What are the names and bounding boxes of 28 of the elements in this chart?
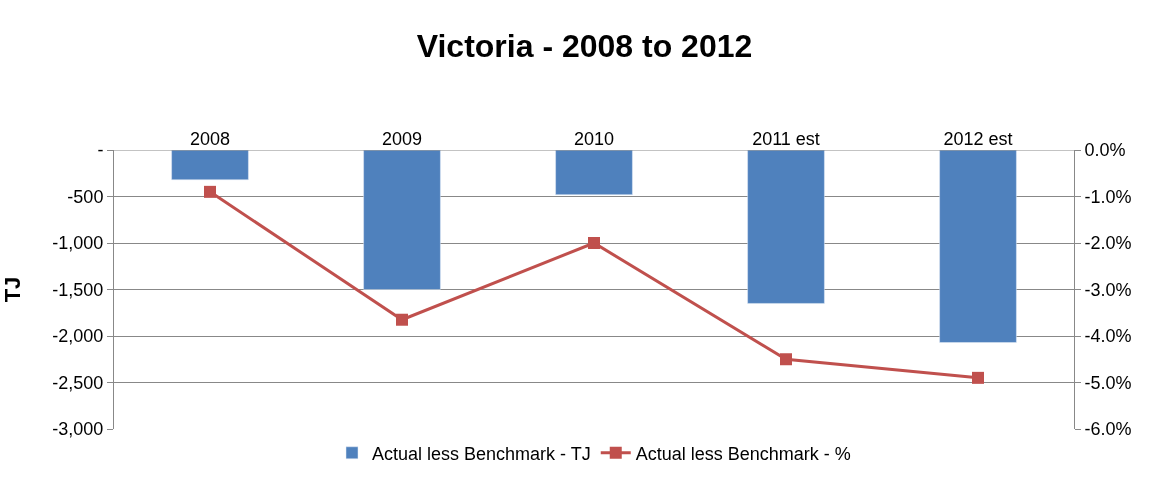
point [780,353,792,366]
y-axis-title: TJ [0,276,26,303]
y2-tick-label: -1.0% [1084,186,1132,207]
point [588,237,600,249]
legend-label: Actual less Benchmark - TJ [372,443,591,464]
y-tick-label: -500 [67,186,104,207]
y-tick-label: -2,500 [52,372,104,393]
y2-tick-label: -6.0% [1084,419,1132,440]
y2-tick-label: 0.0% [1084,140,1126,161]
y2-tick-label: -4.0% [1084,326,1132,347]
x-tick-label: 2008 [189,129,231,150]
x-tick-label: 2011 est [752,129,820,150]
legend-label: Actual less Benchmark - % [635,443,851,464]
chart-title: Victoria - 2008 to 2012 [416,28,753,65]
y2-tick-label: -5.0% [1084,372,1132,393]
y-tick-label: - [97,140,104,161]
y2-tick-label: -3.0% [1084,279,1132,300]
point [396,313,408,326]
point [204,185,216,198]
y-tick-label: -2,000 [52,326,104,347]
x-tick-label: 2012 est [943,129,1013,150]
y-tick-label: -3,000 [52,419,104,440]
y-tick-label: -1,500 [52,279,104,300]
y2-tick-label: -2.0% [1084,233,1132,254]
y-tick-label: -1,000 [52,233,104,254]
point [972,371,984,384]
x-tick-label: 2009 [381,129,423,150]
x-tick-label: 2010 [573,129,615,150]
